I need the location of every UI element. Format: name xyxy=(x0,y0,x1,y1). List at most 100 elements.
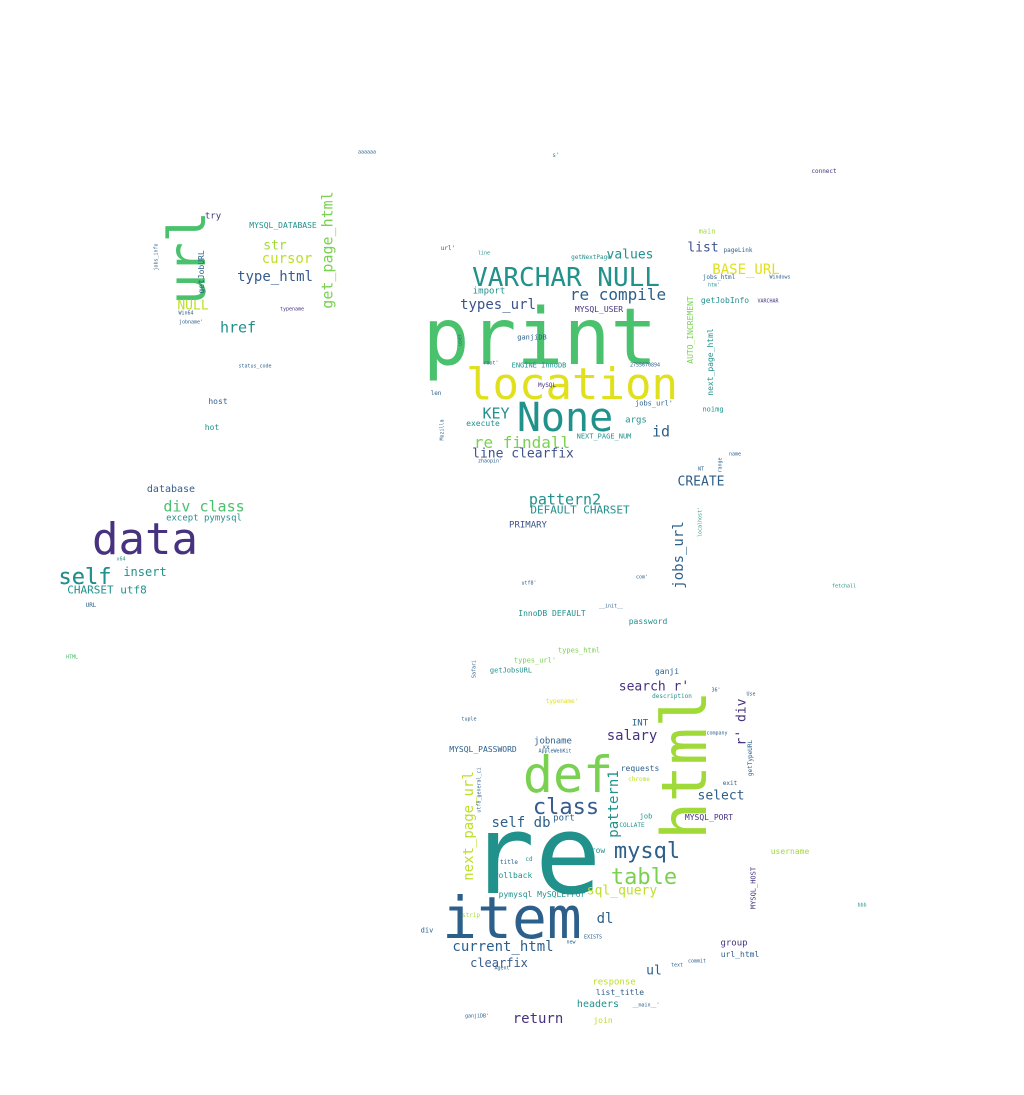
cloud-word: self db xyxy=(491,815,551,831)
cloud-word: salary xyxy=(606,728,658,744)
cloud-word: MYSQL_HOST xyxy=(749,866,758,910)
cloud-word: main xyxy=(698,227,716,236)
cloud-word: host xyxy=(208,397,228,406)
cloud-word: jobs_url xyxy=(671,521,687,589)
cloud-word: getJobsURL xyxy=(489,666,533,675)
cloud-word: next_page_url xyxy=(461,771,477,881)
cloud-word: url_html xyxy=(720,950,760,959)
cloud-word: data xyxy=(92,514,198,565)
cloud-word: insert xyxy=(123,565,167,579)
cloud-word: range xyxy=(717,457,724,473)
cloud-word: args xyxy=(625,415,647,426)
cloud-word: values xyxy=(606,247,654,263)
cloud-word: Use xyxy=(746,691,756,698)
cloud-word: group xyxy=(720,938,748,949)
cloud-word: KEY xyxy=(482,404,510,423)
cloud-word: xx xyxy=(542,744,550,751)
cloud-word: class xyxy=(532,795,600,820)
cloud-word: __main__' xyxy=(632,1002,660,1009)
cloud-word: id xyxy=(651,422,671,441)
cloud-word: Win64 xyxy=(178,310,194,317)
cloud-word: PRIMARY xyxy=(509,520,547,531)
cloud-word: MYSQL_DATABASE xyxy=(249,221,317,230)
cloud-word: zhaopin' xyxy=(477,458,503,465)
cloud-word: MYSQL_PASSWORD xyxy=(449,745,517,754)
cloud-word: import xyxy=(472,286,506,297)
cloud-word: ganji xyxy=(654,667,680,676)
cloud-word: table xyxy=(610,865,678,890)
cloud-word: self xyxy=(58,565,112,590)
cloud-word: utf8' xyxy=(521,580,537,587)
cloud-word: CREATE xyxy=(677,474,725,490)
cloud-word: Mozilla xyxy=(439,419,446,441)
cloud-word: AUTO_INCREMENT xyxy=(686,296,695,364)
cloud-word: title xyxy=(499,859,519,866)
cloud-word: re xyxy=(468,791,602,919)
cloud-word: item xyxy=(442,884,582,952)
cloud-word: typename' xyxy=(545,698,579,705)
cloud-word: x64 xyxy=(116,556,126,563)
cloud-word: EXISTS xyxy=(583,934,603,941)
cloud-word: description xyxy=(652,693,692,700)
cloud-word: url xyxy=(158,211,218,305)
cloud-word: NT xyxy=(697,466,705,473)
cloud-word: jobs_info xyxy=(153,243,160,271)
cloud-word: jobname xyxy=(534,736,572,747)
cloud-word: list xyxy=(687,240,719,256)
cloud-word: VARCHAR xyxy=(757,298,779,305)
cloud-word: getTypeURL xyxy=(747,739,754,777)
cloud-word: div class xyxy=(163,497,245,516)
cloud-word: headers xyxy=(576,999,620,1010)
cloud-word: getJobURL xyxy=(197,250,206,294)
cloud-word: noimg xyxy=(702,405,724,414)
cloud-word: database xyxy=(146,484,196,495)
cloud-word: MYSQL_PORT xyxy=(684,813,734,822)
cloud-word: DEFAULT CHARSET xyxy=(530,503,630,517)
cloud-word: cd xyxy=(525,856,533,863)
cloud-word: chrome xyxy=(628,776,650,783)
cloud-word: utf8_general_ci xyxy=(476,767,483,813)
cloud-word: join xyxy=(593,1016,613,1025)
cloud-word: MySQL xyxy=(537,382,557,389)
cloud-word: href xyxy=(219,318,257,337)
cloud-word: exit xyxy=(722,780,738,787)
cloud-word: __init__ xyxy=(598,603,624,610)
cloud-word: pageLink xyxy=(723,247,753,254)
cloud-word: new xyxy=(566,939,576,946)
cloud-word: print xyxy=(422,293,658,383)
cloud-word: div xyxy=(420,926,434,935)
cloud-word: localhost' xyxy=(697,506,704,538)
cloud-word: r' div xyxy=(734,698,750,746)
cloud-word: next_page_html xyxy=(706,328,715,396)
cloud-word: location xyxy=(466,359,678,410)
cloud-word: select xyxy=(697,788,745,804)
cloud-word: len xyxy=(430,390,442,397)
cloud-word: re compile xyxy=(569,285,667,304)
cloud-word: INT xyxy=(631,718,649,729)
cloud-word: list_title xyxy=(595,988,645,997)
cloud-word: InnoDB DEFAULT xyxy=(518,609,586,618)
cloud-word: ganjiDB' xyxy=(464,1013,490,1020)
cloud-word: pattern2 xyxy=(528,490,602,509)
cloud-word: try xyxy=(204,211,222,222)
cloud-word: jobs_url' xyxy=(635,399,673,408)
cloud-word: tuple xyxy=(461,716,477,723)
cloud-word: response xyxy=(592,977,636,988)
cloud-word: connect xyxy=(811,168,837,175)
cloud-word: pymysql MySQLError xyxy=(498,890,586,899)
cloud-word: text xyxy=(670,962,684,969)
cloud-word: URL xyxy=(85,602,97,609)
cloud-word: mysql xyxy=(613,839,681,864)
cloud-word: company xyxy=(706,730,728,737)
cloud-word: None xyxy=(516,395,614,441)
cloud-word: search r' xyxy=(618,679,690,695)
cloud-word: except pymysql xyxy=(166,513,242,524)
cloud-word: COLLATE xyxy=(619,822,645,829)
cloud-word: root' xyxy=(483,360,499,367)
cloud-word: jobname' xyxy=(178,319,204,326)
cloud-word: sql_query xyxy=(586,883,658,899)
cloud-word: hot xyxy=(204,423,220,432)
cloud-word: row xyxy=(590,846,606,855)
cloud-word: user xyxy=(457,333,464,347)
